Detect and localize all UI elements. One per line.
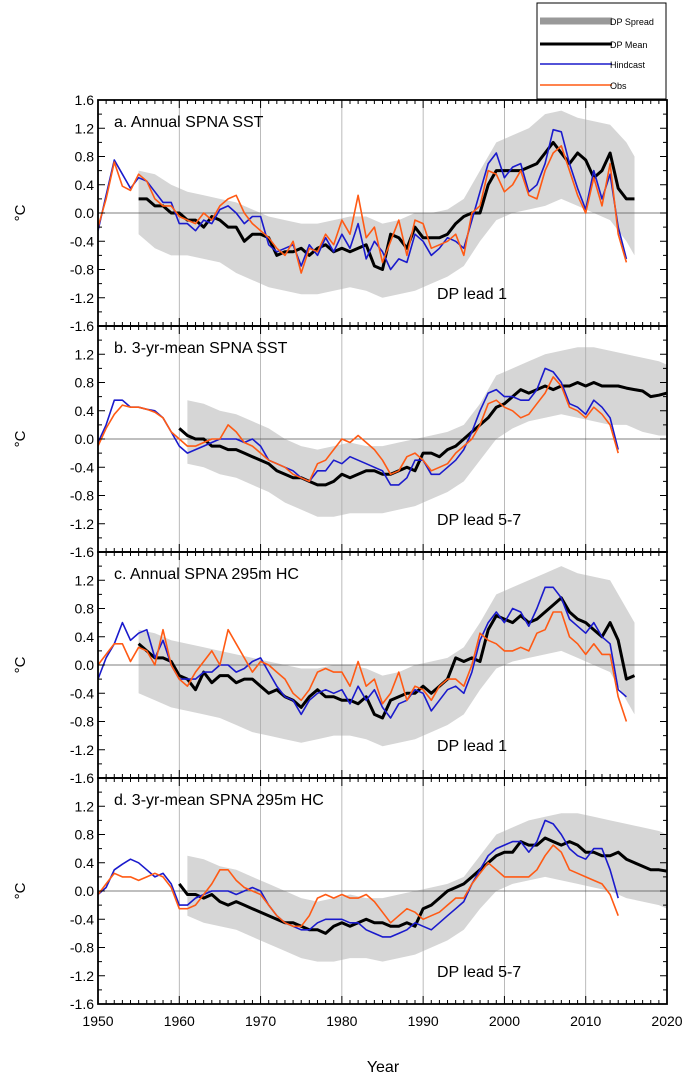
- y-tick-label: -0.8: [70, 714, 94, 730]
- dp-spread-band: [187, 813, 667, 962]
- y-tick-label: 1.2: [75, 798, 95, 814]
- series-line-obs: [98, 376, 619, 483]
- x-tick-label: 1950: [82, 1013, 113, 1029]
- x-tick-label: 2000: [489, 1013, 520, 1029]
- y-tick-label: 0.4: [75, 855, 95, 871]
- y-tick-label: 0.8: [75, 827, 95, 843]
- y-tick-label: 1.2: [75, 572, 95, 588]
- panel-c: -1.6 -1.2 -0.8 -0.4 0.0 0.4 0.8 1.2 °C c. Annual …: [12, 551, 668, 786]
- legend-label-spread: DP Spread: [610, 17, 654, 27]
- y-tick-label: -0.8: [70, 940, 94, 956]
- y-tick-label: 0.0: [75, 883, 95, 899]
- dp-spread-band: [138, 110, 635, 298]
- y-axis-label: °C: [12, 882, 29, 899]
- y-axis-label: °C: [12, 430, 29, 447]
- y-tick-label: -1.2: [70, 290, 94, 306]
- y-tick-label: 0.8: [75, 149, 95, 165]
- panel-annotation: DP lead 5-7: [437, 512, 521, 529]
- y-tick-label: 1.6: [75, 92, 95, 108]
- series-line-dp-mean: [178, 836, 667, 935]
- panel-a: -1.6 -1.2 -0.8 -0.4 0.0 0.4 0.8 1.2 1.6 °C a. Annu…: [12, 92, 668, 334]
- y-tick-label: -1.6: [70, 318, 94, 334]
- legend-entry-spread: DP Spread: [540, 17, 654, 27]
- y-tick-label: -0.4: [70, 459, 94, 475]
- series-line-obs: [98, 844, 619, 928]
- x-tick-label: 1970: [245, 1013, 276, 1029]
- x-axis-label: Year: [367, 1059, 400, 1076]
- panel-title: a. Annual SPNA SST: [114, 114, 264, 131]
- y-tick-label: 0.8: [75, 375, 95, 391]
- y-tick-label: -0.4: [70, 911, 94, 927]
- series-line-hindcast: [98, 819, 619, 938]
- x-tick-label: 1990: [408, 1013, 439, 1029]
- panel-title: c. Annual SPNA 295m HC: [114, 566, 299, 583]
- x-tick-label: 1980: [326, 1013, 357, 1029]
- y-tick-label: -1.2: [70, 516, 94, 532]
- x-tick-label: 2020: [651, 1013, 682, 1029]
- y-tick-label: -1.2: [70, 742, 94, 758]
- dp-spread-band: [187, 347, 667, 517]
- legend-entry-obs: Obs: [540, 81, 627, 91]
- series-line-hindcast: [98, 586, 627, 719]
- series-line-dp-mean: [137, 596, 636, 720]
- y-axis-label: °C: [12, 204, 29, 221]
- series-line-hindcast: [98, 367, 619, 486]
- y-tick-label: -0.4: [70, 685, 94, 701]
- panel-b: -1.6 -1.2 -0.8 -0.4 0.0 0.4 0.8 1.2 °C b. 3-yr-me…: [12, 325, 668, 560]
- x-tick-label: 2010: [570, 1013, 601, 1029]
- y-tick-label: -1.6: [70, 544, 94, 560]
- y-tick-label: 0.4: [75, 629, 95, 645]
- y-tick-label: 0.4: [75, 177, 95, 193]
- y-tick-label: -1.6: [70, 996, 94, 1012]
- panel-d: -1.6 -1.2 -0.8 -0.4 0.0 0.4 0.8 1.2 °C d. 3-yr-me…: [12, 777, 668, 1012]
- dp-spread-band: [138, 566, 635, 747]
- panel-title: d. 3-yr-mean SPNA 295m HC: [114, 792, 324, 809]
- series-line-dp-mean: [178, 381, 667, 487]
- panel-title: b. 3-yr-mean SPNA SST: [114, 340, 288, 357]
- y-tick-label: 1.2: [75, 120, 95, 136]
- panel-annotation: DP lead 5-7: [437, 964, 521, 981]
- legend-entry-hindcast: Hindcast: [540, 60, 646, 70]
- legend-label-dp-mean: DP Mean: [610, 40, 647, 50]
- y-tick-label: 0.4: [75, 403, 95, 419]
- series-line-hindcast: [98, 128, 628, 271]
- y-tick-label: -1.2: [70, 968, 94, 984]
- x-tick-label: 1960: [164, 1013, 195, 1029]
- legend-entry-dp-mean: DP Mean: [540, 40, 647, 50]
- legend: DP Spread DP Mean Hindcast Obs: [536, 2, 667, 100]
- series-line-obs: [98, 611, 628, 722]
- y-tick-label: -0.8: [70, 262, 94, 278]
- panel-annotation: DP lead 1: [437, 286, 507, 303]
- legend-label-hindcast: Hindcast: [610, 60, 646, 70]
- panel-annotation: DP lead 1: [437, 738, 507, 755]
- y-axis-label: °C: [12, 656, 29, 673]
- legend-label-obs: Obs: [610, 81, 627, 91]
- panels: -1.6 -1.2 -0.8 -0.4 0.0 0.4 0.8 1.2 1.6 °C a. Annu…: [12, 92, 683, 1029]
- y-tick-label: -0.4: [70, 233, 94, 249]
- series-line-obs: [98, 145, 628, 274]
- y-tick-label: 0.8: [75, 601, 95, 617]
- y-tick-label: 0.0: [75, 657, 95, 673]
- y-tick-label: 1.2: [75, 346, 95, 362]
- y-tick-label: 0.0: [75, 431, 95, 447]
- y-tick-label: 0.0: [75, 205, 95, 221]
- y-tick-label: -1.6: [70, 770, 94, 786]
- y-tick-label: -0.8: [70, 488, 94, 504]
